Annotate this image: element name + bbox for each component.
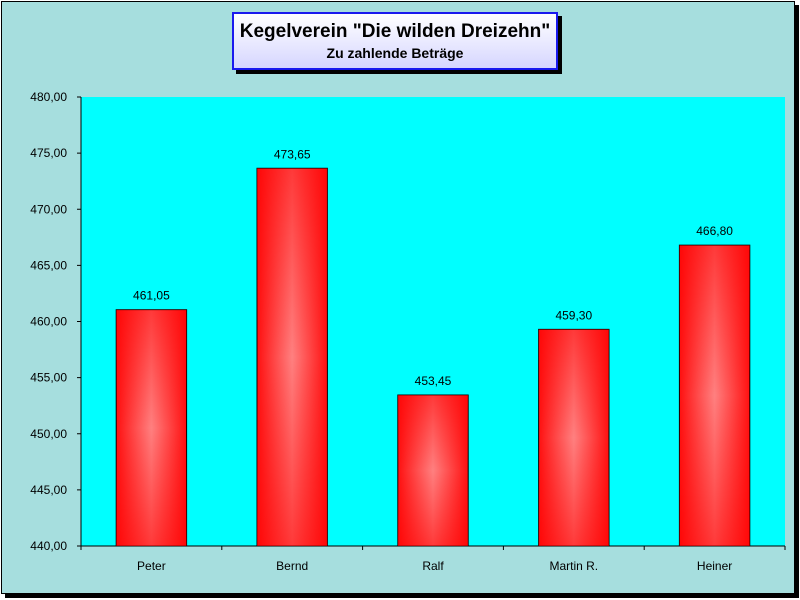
y-tick-label: 465,00 bbox=[30, 258, 67, 272]
bar-shade bbox=[116, 309, 187, 546]
x-tick-label: Martin R. bbox=[549, 559, 598, 573]
data-label: 461,05 bbox=[133, 289, 170, 303]
data-label: 459,30 bbox=[555, 308, 592, 322]
x-tick-label: Peter bbox=[137, 559, 166, 573]
chart-subtitle: Zu zahlende Beträge bbox=[326, 45, 464, 61]
data-label: 473,65 bbox=[274, 147, 311, 161]
data-labels: 461,05 473,65 453,45 459,30 466,80 bbox=[133, 147, 733, 388]
y-tick-label: 460,00 bbox=[30, 315, 67, 329]
data-label: 466,80 bbox=[696, 224, 733, 238]
x-tick-label: Heiner bbox=[697, 559, 732, 573]
bar-shade bbox=[397, 395, 469, 546]
chart-title-box: Kegelverein "Die wilden Dreizehn" Zu zah… bbox=[232, 12, 558, 70]
bar-shade bbox=[257, 168, 328, 546]
bar-shade bbox=[538, 329, 609, 546]
y-tick-label: 470,00 bbox=[30, 202, 67, 216]
x-tick-label: Ralf bbox=[422, 559, 444, 573]
y-tick-label: 450,00 bbox=[30, 427, 67, 441]
data-label: 453,45 bbox=[415, 374, 452, 388]
y-tick-label: 475,00 bbox=[30, 146, 67, 160]
x-tick-label: Bernd bbox=[276, 559, 308, 573]
y-tick-label: 480,00 bbox=[30, 90, 67, 104]
bar-shade bbox=[679, 245, 750, 547]
y-tick-label: 455,00 bbox=[30, 371, 67, 385]
chart-title: Kegelverein "Die wilden Dreizehn" bbox=[239, 21, 551, 42]
y-axis: 440,00 445,00 450,00 455,00 460,00 465,00 470,… bbox=[30, 90, 82, 553]
x-axis: Peter Bernd Ralf Martin R. Heiner bbox=[80, 545, 786, 573]
y-tick-label: 440,00 bbox=[30, 539, 67, 553]
y-tick-label: 445,00 bbox=[30, 483, 67, 497]
bars bbox=[115, 167, 751, 547]
